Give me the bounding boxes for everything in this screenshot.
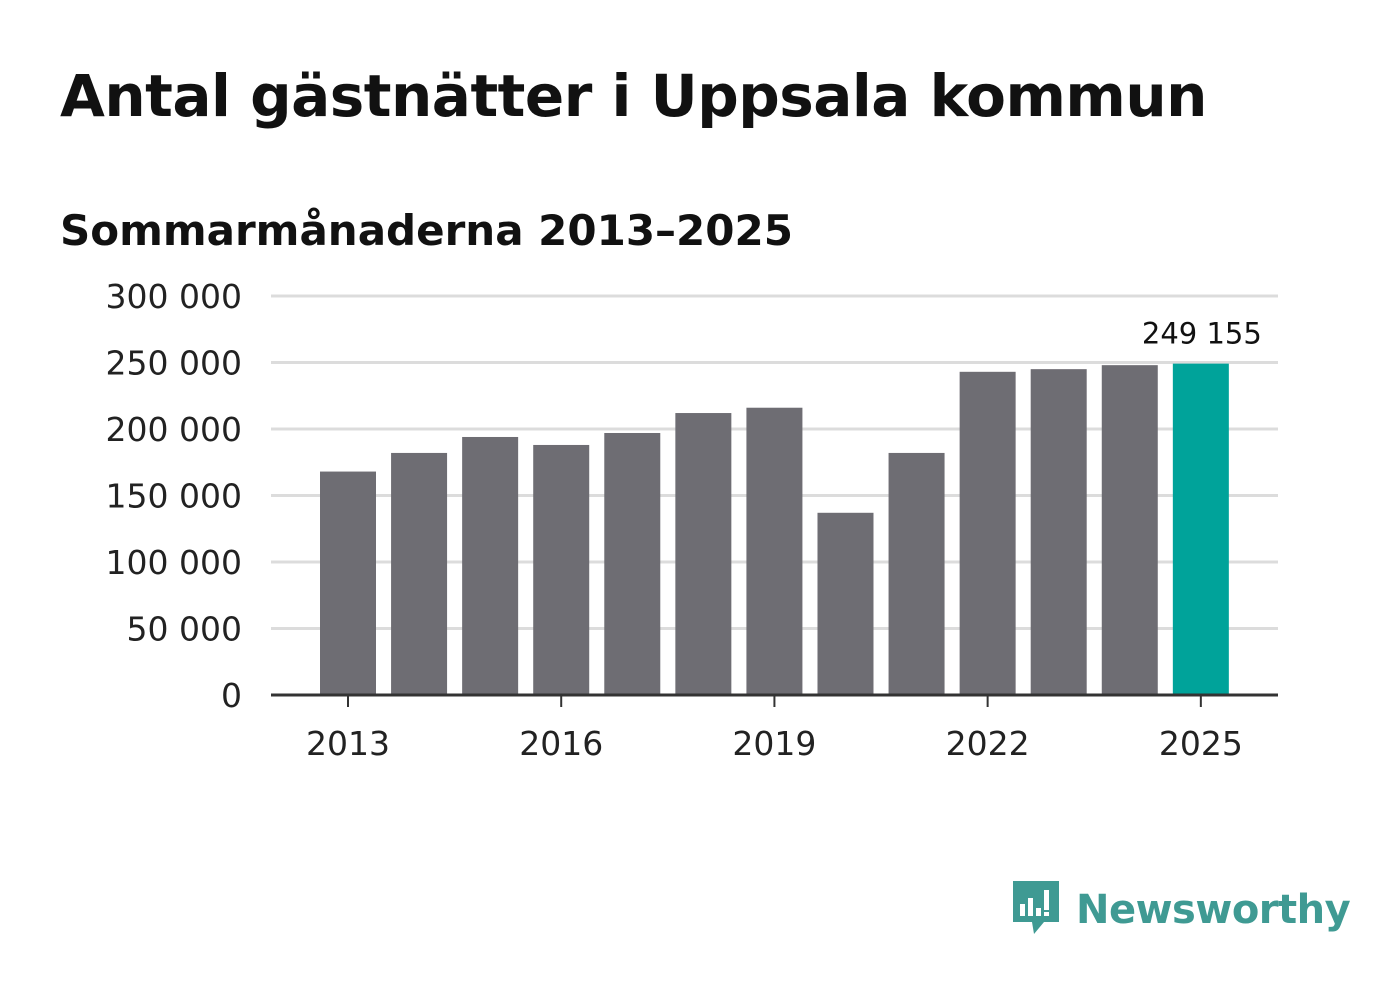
- y-tick-label: 100 000: [106, 543, 242, 582]
- brand-name: Newsworthy: [1076, 887, 1351, 933]
- bar-2024: [1101, 365, 1158, 695]
- y-tick-label: 0: [221, 676, 242, 715]
- x-tick-label: 2013: [306, 724, 390, 763]
- y-tick-label: 300 000: [106, 277, 242, 316]
- chart-title: Antal gästnätter i Uppsala kommun: [60, 62, 1207, 130]
- bar-2025: [1172, 363, 1229, 695]
- bar-2023: [1030, 369, 1087, 695]
- bar-2019: [746, 407, 803, 695]
- bar-2022: [959, 371, 1016, 695]
- brand: Newsworthy: [1010, 878, 1351, 942]
- bar-2013: [320, 471, 376, 695]
- x-tick-label: 2025: [1159, 724, 1243, 763]
- x-tick-label: 2016: [519, 724, 603, 763]
- newsworthy-logo-icon: [1010, 878, 1062, 942]
- y-tick-label: 150 000: [106, 477, 242, 516]
- bar-2018: [675, 413, 732, 695]
- x-tick-label: 2022: [946, 724, 1030, 763]
- chart-subtitle: Sommarmånaderna 2013–2025: [60, 206, 793, 255]
- data-label: 249 155: [1142, 317, 1262, 351]
- bar-2021: [888, 452, 945, 695]
- bar-2020: [817, 512, 874, 695]
- bar-2015: [462, 436, 519, 695]
- bar-2014: [391, 452, 448, 695]
- bars: [320, 363, 1229, 695]
- x-tick-label: 2019: [732, 724, 816, 763]
- axes: [271, 693, 1278, 707]
- bar-2016: [533, 444, 590, 695]
- y-tick-label: 50 000: [127, 610, 242, 649]
- y-tick-label: 250 000: [106, 344, 242, 383]
- y-tick-label: 200 000: [106, 410, 242, 449]
- labels: 0 50 000 100 000 150 000 200 000 250 000 300 0…: [106, 277, 1262, 763]
- bar-2017: [604, 432, 661, 695]
